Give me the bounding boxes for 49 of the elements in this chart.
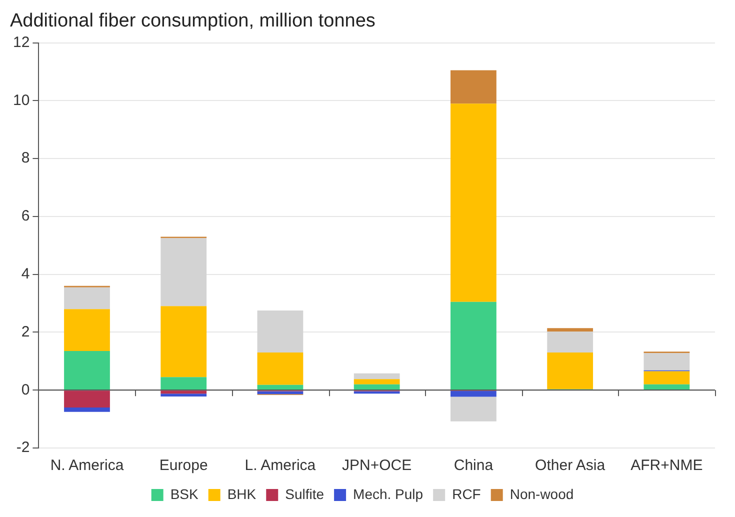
bar <box>64 390 110 408</box>
bar <box>547 328 594 332</box>
y-tick-label: 0 <box>21 381 30 398</box>
y-tick-label: 8 <box>21 150 30 167</box>
y-tick-label: 10 <box>12 92 30 109</box>
bar <box>257 352 304 385</box>
bar <box>257 310 304 352</box>
legend-label: RCF <box>452 486 481 502</box>
y-tick-label: 4 <box>21 265 30 282</box>
bar <box>257 384 304 390</box>
bar <box>64 287 110 310</box>
bar <box>354 384 400 390</box>
bar <box>160 306 207 378</box>
bar <box>64 351 110 390</box>
legend-label: Non-wood <box>510 486 574 502</box>
bar <box>64 407 110 412</box>
x-tick-label: AFR+NME <box>630 457 703 474</box>
bar <box>547 332 594 352</box>
legend-label: BHK <box>227 486 257 502</box>
bar <box>160 390 207 394</box>
bar <box>160 394 207 396</box>
bar <box>160 238 207 306</box>
y-tick-label: 12 <box>12 34 30 51</box>
bar <box>450 104 496 302</box>
bar <box>354 379 400 384</box>
legend-label: Mech. Pulp <box>353 486 424 502</box>
bar <box>644 353 690 370</box>
y-tick-label: 6 <box>21 208 30 225</box>
bar <box>450 396 496 422</box>
bar <box>450 302 496 390</box>
y-tick-label: 2 <box>21 323 30 340</box>
x-tick-label: JPN+OCE <box>342 457 412 474</box>
bar <box>450 70 496 104</box>
bar <box>160 377 207 390</box>
bar <box>64 309 110 352</box>
legend-label: BSK <box>170 486 200 502</box>
chart-title: Additional fiber consumption, million tonnes <box>10 10 376 32</box>
bar <box>547 352 594 390</box>
x-tick-label: Europe <box>159 457 208 474</box>
y-tick-label: -2 <box>16 439 30 456</box>
bar <box>644 384 690 390</box>
bar <box>450 390 496 397</box>
x-tick-label: L. America <box>244 457 316 474</box>
x-tick-label: China <box>454 457 494 474</box>
bar <box>644 371 690 384</box>
legend-label: Sulfite <box>285 486 324 502</box>
x-tick-label: Other Asia <box>535 457 606 474</box>
bar <box>354 373 400 380</box>
x-tick-label: N. America <box>50 457 124 474</box>
